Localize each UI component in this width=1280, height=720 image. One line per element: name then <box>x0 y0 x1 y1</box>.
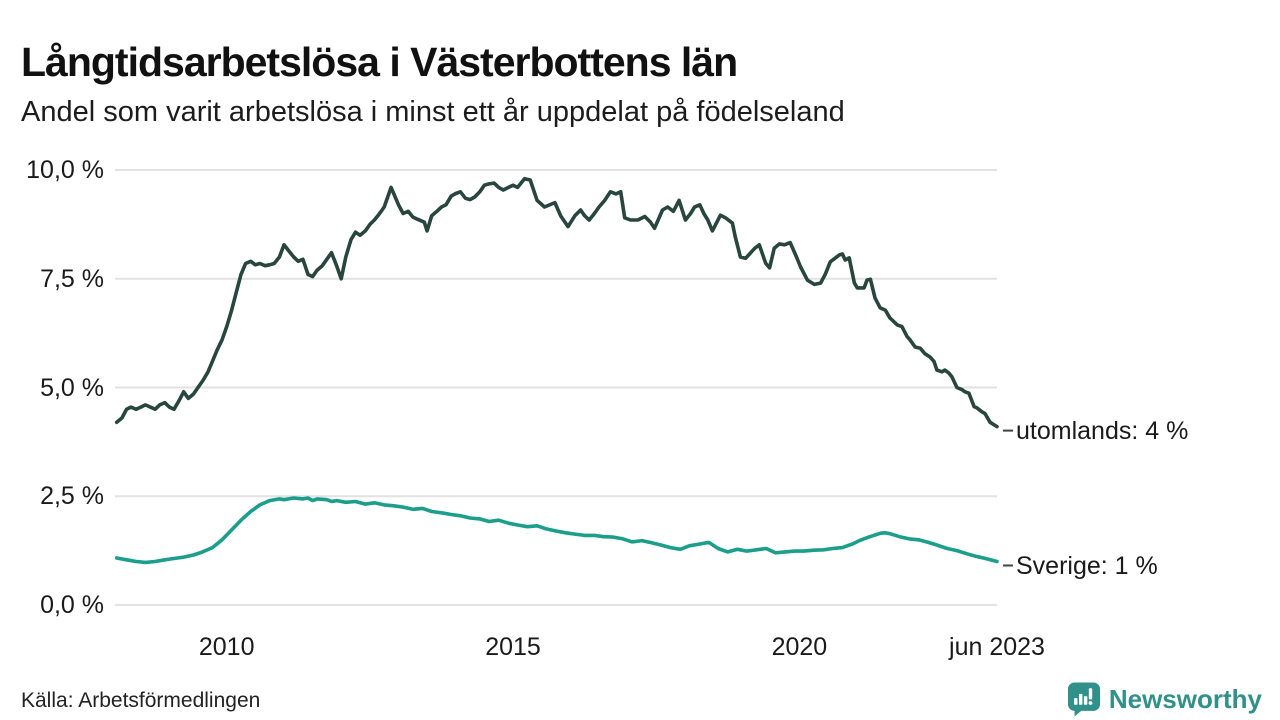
series-line-utomlands <box>114 176 999 429</box>
series-label-utomlands: utomlands: 4 % <box>1016 416 1189 445</box>
x-tick-label: 2015 <box>485 633 541 661</box>
series-line-sverige <box>114 496 999 565</box>
x-tick-label: jun 2023 <box>949 633 1045 661</box>
series-label-sverige: Sverige: 1 % <box>1016 551 1158 580</box>
source-note: Källa: Arbetsförmedlingen <box>21 689 261 712</box>
brand-name: Newsworthy <box>1108 684 1262 714</box>
newsworthy-bubble-chart-icon <box>1067 682 1100 717</box>
y-tick-label: 5,0 % <box>40 373 104 402</box>
page-title: Långtidsarbetslösa i Västerbottens län <box>21 39 738 86</box>
chart-subtitle: Andel som varit arbetslösa i minst ett å… <box>21 96 845 128</box>
x-tick-label: 2010 <box>198 633 255 661</box>
newsworthy-logo: Newsworthy <box>1067 682 1262 717</box>
y-tick-label: 7,5 % <box>40 264 104 293</box>
y-tick-label: 0,0 % <box>40 591 104 619</box>
x-tick-label: 2020 <box>771 633 828 661</box>
y-tick-label: 2,5 % <box>40 482 104 511</box>
y-tick-label: 10,0 % <box>26 156 104 184</box>
